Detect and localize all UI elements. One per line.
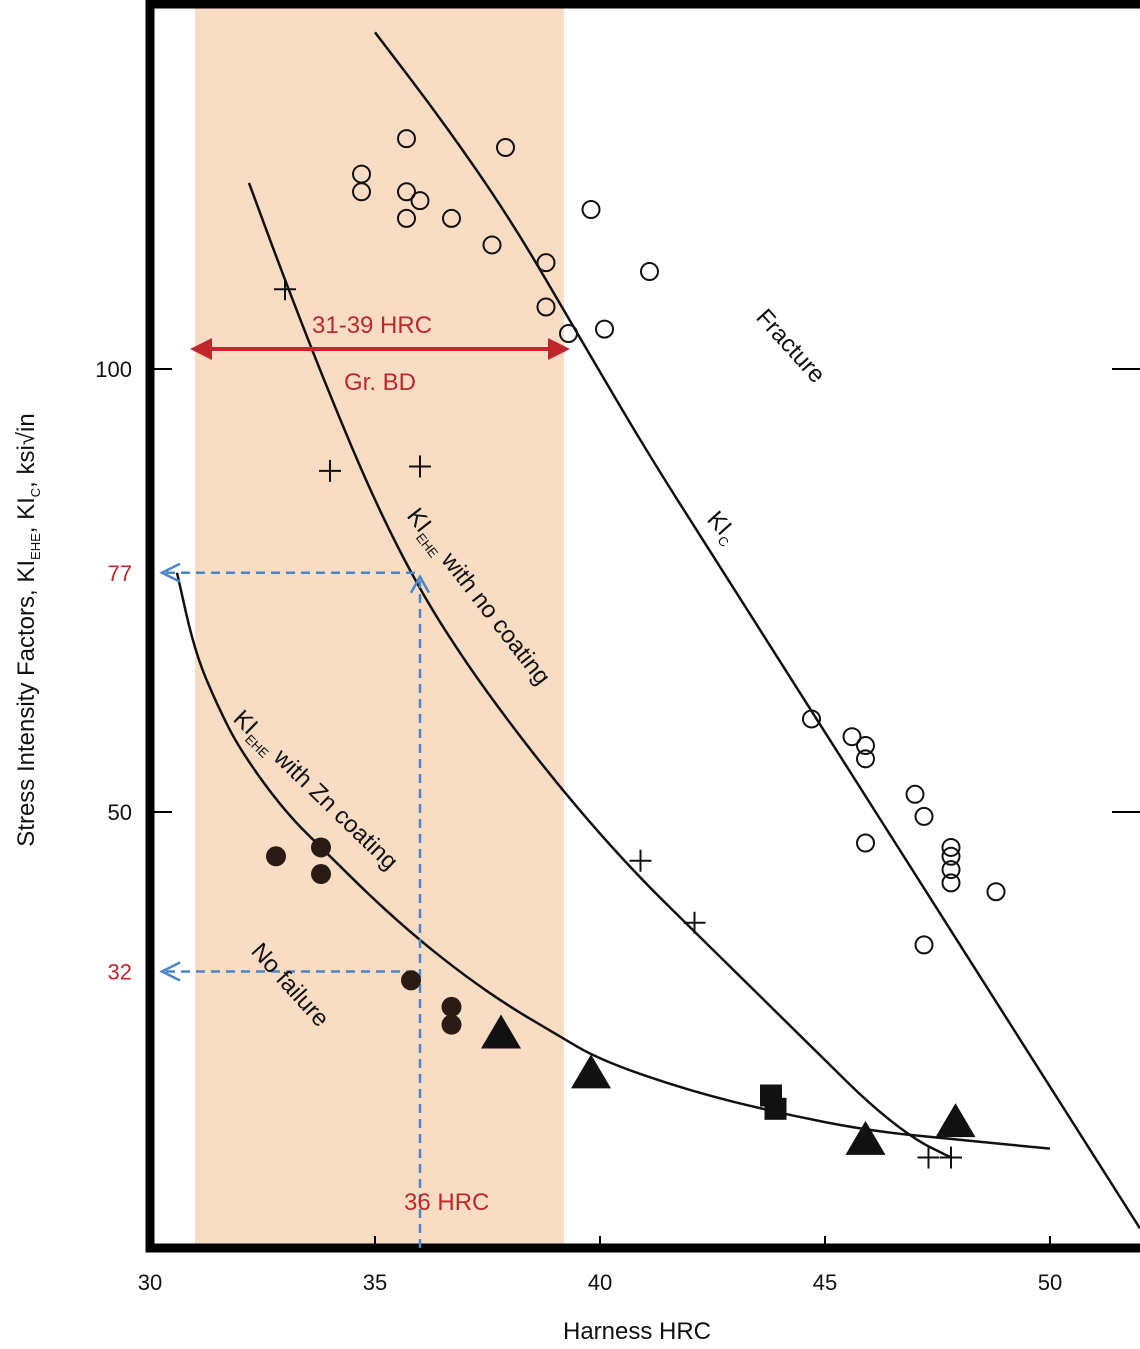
filled-circle-point (401, 970, 421, 990)
x-tick-label: 40 (588, 1270, 612, 1295)
open-circle-point (916, 936, 933, 953)
filled-circle-point (311, 864, 331, 884)
x-tick-label: 45 (813, 1270, 837, 1295)
x-tick-label: 50 (1038, 1270, 1062, 1295)
plus-point (684, 912, 706, 934)
open-circle-point (857, 835, 874, 852)
open-circle-point (641, 263, 658, 280)
open-circle-point (916, 808, 933, 825)
open-circle-point (907, 786, 924, 803)
fracture-label: Fracture (751, 304, 831, 388)
y-tick-label: 100 (95, 357, 132, 382)
plus-point (940, 1147, 962, 1169)
hrc-36-label: 36 HRC (404, 1189, 489, 1216)
y-axis-title: Stress Intensity Factors, KIEHE, KIC, ks… (13, 413, 43, 846)
filled-square-point (765, 1098, 787, 1120)
x-tick-label: 35 (363, 1270, 387, 1295)
open-circle-point (943, 874, 960, 891)
filled-circle-point (311, 837, 331, 857)
y-tick-label: 50 (108, 800, 132, 825)
x-axis-title: Harness HRC (563, 1318, 711, 1345)
open-circle-point (596, 321, 613, 338)
filled-circle-point (442, 997, 462, 1017)
filled-circle-point (442, 1015, 462, 1035)
grade-label: Gr. BD (344, 369, 416, 396)
filled-circle-point (266, 846, 286, 866)
range-label: 31-39 HRC (312, 312, 432, 339)
y-tick-label-highlight: 77 (108, 561, 132, 586)
x-tick-label: 30 (138, 1270, 162, 1295)
open-circle-point (988, 883, 1005, 900)
open-circle-point (857, 750, 874, 767)
filled-triangle-point (936, 1103, 976, 1137)
open-circle-point (583, 201, 600, 218)
y-tick-label-highlight: 32 (108, 959, 132, 984)
